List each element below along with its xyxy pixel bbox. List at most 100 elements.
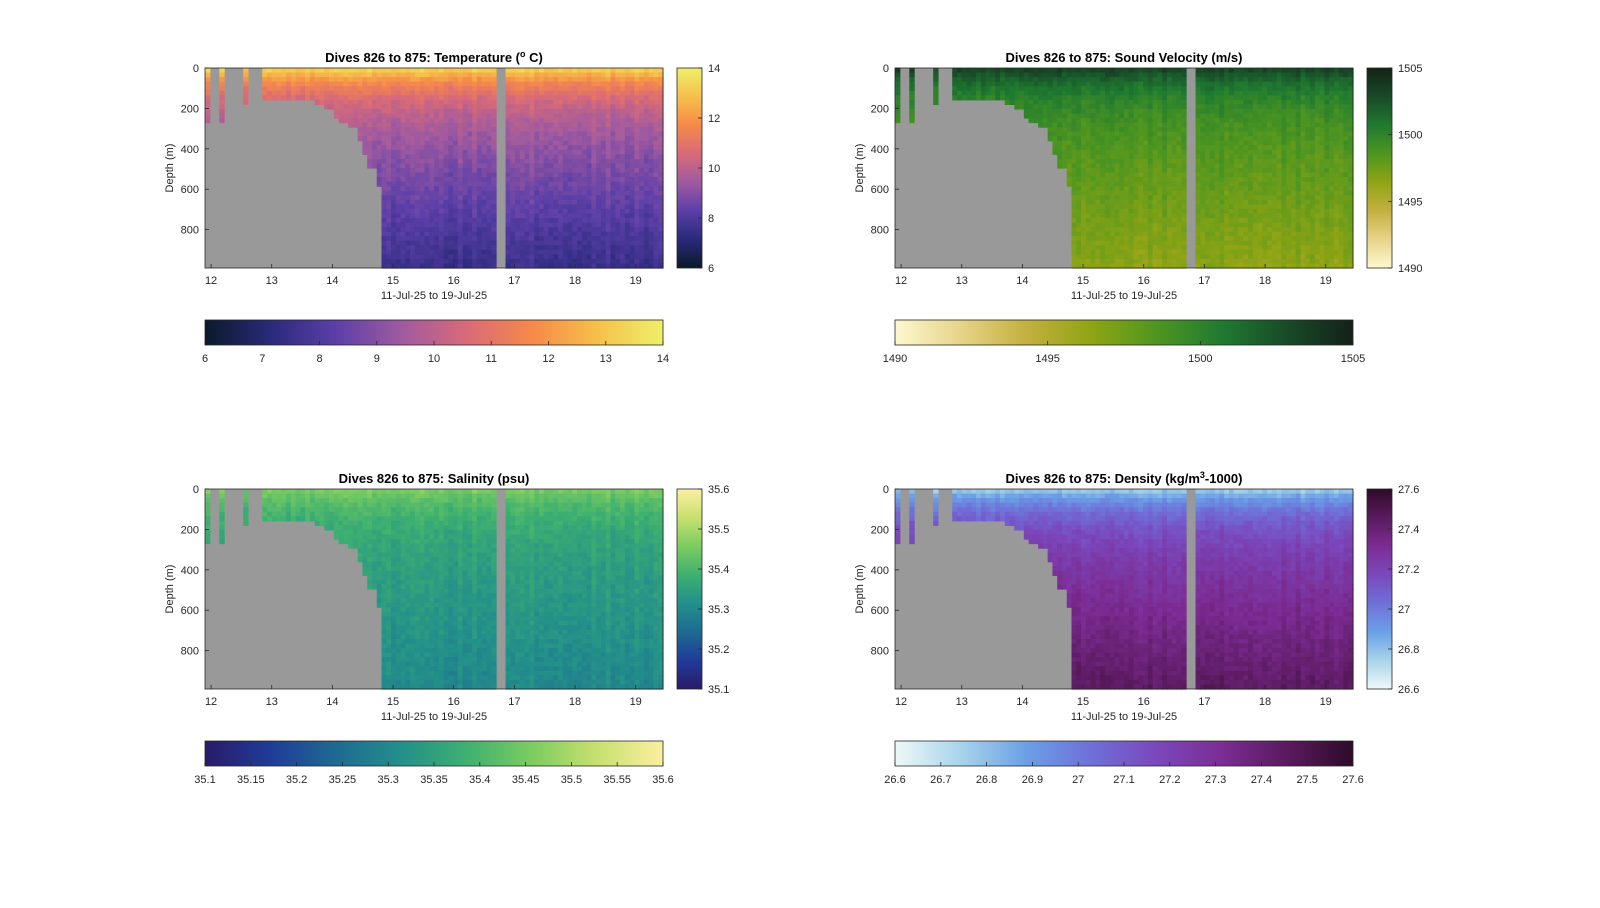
colorbar-tick-label: 14 bbox=[708, 63, 720, 75]
vertical-colorbar bbox=[1366, 67, 1393, 269]
colorbar-tick-label: 35.4 bbox=[708, 564, 729, 576]
colorbar-tick-label: 35.2 bbox=[286, 774, 307, 786]
chart-panel-4: Dives 826 to 875: Density (kg/m3-1000) 0 2… bbox=[854, 470, 1419, 786]
colorbar-tick-label: 1505 bbox=[1341, 353, 1365, 365]
colorbar-tick-label: 35.1 bbox=[194, 774, 215, 786]
colorbar-tick-label: 35.5 bbox=[561, 774, 582, 786]
colorbar-tick-label: 26.9 bbox=[1022, 774, 1043, 786]
colorbar-tick-label: 11 bbox=[486, 353, 497, 365]
x-tick-label: 17 bbox=[508, 696, 520, 708]
chart-panel-2: Dives 826 to 875: Sound Velocity (m/s) 0 2… bbox=[854, 50, 1422, 365]
y-tick-label: 0 bbox=[883, 63, 889, 75]
colorbar-tick-label: 35.3 bbox=[377, 774, 398, 786]
colorbar-tick-label: 27.4 bbox=[1398, 524, 1419, 536]
colorbar-tick-label: 8 bbox=[708, 213, 714, 225]
y-tick-label: 800 bbox=[181, 646, 199, 658]
colorbar-tick-label: 35.5 bbox=[708, 524, 729, 536]
x-tick-label: 15 bbox=[387, 696, 399, 708]
x-tick-label: 13 bbox=[956, 275, 968, 287]
colorbar-tick-label: 35.25 bbox=[329, 774, 357, 786]
colorbar-tick-label: 35.4 bbox=[469, 774, 490, 786]
colorbar-tick-label: 27 bbox=[1072, 774, 1084, 786]
x-tick-label: 15 bbox=[1077, 275, 1089, 287]
chart-title: Dives 826 to 875: Sound Velocity (m/s) bbox=[1006, 50, 1243, 65]
y-tick-label: 600 bbox=[871, 605, 889, 617]
colorbar-tick-label: 35.1 bbox=[708, 684, 729, 696]
colorbar-tick-label: 35.2 bbox=[708, 644, 729, 656]
y-tick-label: 0 bbox=[883, 484, 889, 496]
y-tick-label: 0 bbox=[193, 484, 199, 496]
colorbar-tick-label: 7 bbox=[259, 353, 265, 365]
y-tick-label: 600 bbox=[871, 184, 889, 196]
x-tick-label: 14 bbox=[326, 696, 338, 708]
x-tick-label: 19 bbox=[1320, 275, 1332, 287]
y-axis-label: Depth (m) bbox=[164, 144, 176, 193]
vertical-colorbar bbox=[676, 67, 703, 269]
colorbar-tick-label: 26.7 bbox=[930, 774, 951, 786]
colorbar-tick-label: 27.2 bbox=[1159, 774, 1180, 786]
colorbar-tick-label: 35.6 bbox=[652, 774, 673, 786]
chart-title: Dives 826 to 875: Salinity (psu) bbox=[339, 471, 530, 486]
x-axis-label: 11-Jul-25 to 19-Jul-25 bbox=[381, 711, 487, 723]
horizontal-colorbar bbox=[894, 740, 1354, 767]
colorbar-tick-label: 26.8 bbox=[976, 774, 997, 786]
y-tick-label: 800 bbox=[871, 225, 889, 237]
x-tick-label: 13 bbox=[266, 275, 278, 287]
colorbar-tick-label: 35.15 bbox=[237, 774, 265, 786]
y-axis-label: Depth (m) bbox=[854, 565, 866, 614]
y-tick-label: 400 bbox=[181, 144, 199, 156]
colorbar-tick-label: 35.55 bbox=[603, 774, 631, 786]
x-tick-label: 19 bbox=[630, 696, 642, 708]
y-tick-label: 400 bbox=[871, 144, 889, 156]
axes-frame bbox=[894, 67, 1354, 269]
colorbar-tick-label: 1505 bbox=[1398, 63, 1422, 75]
y-tick-label: 600 bbox=[181, 605, 199, 617]
colorbar-tick-label: 1500 bbox=[1398, 130, 1422, 142]
horizontal-colorbar bbox=[204, 740, 664, 767]
colorbar-tick-label: 1495 bbox=[1035, 353, 1059, 365]
y-tick-label: 0 bbox=[193, 63, 199, 75]
colorbar-tick-label: 6 bbox=[708, 263, 714, 275]
axes-frame bbox=[204, 67, 664, 269]
x-axis-label: 11-Jul-25 to 19-Jul-25 bbox=[381, 290, 487, 302]
colorbar-tick-label: 27.1 bbox=[1113, 774, 1134, 786]
y-tick-label: 400 bbox=[871, 565, 889, 577]
x-axis-label: 11-Jul-25 to 19-Jul-25 bbox=[1071, 290, 1177, 302]
colorbar-tick-label: 1500 bbox=[1188, 353, 1212, 365]
axes-frame bbox=[894, 488, 1354, 690]
colorbar-tick-label: 35.3 bbox=[708, 604, 729, 616]
x-tick-label: 17 bbox=[508, 275, 520, 287]
x-tick-label: 15 bbox=[1077, 696, 1089, 708]
colorbar-tick-label: 1490 bbox=[1398, 263, 1422, 275]
chart-panel-1: Dives 826 to 875: Temperature (o C) 0 200 4… bbox=[164, 49, 720, 365]
colorbar-tick-label: 26.6 bbox=[1398, 684, 1419, 696]
chart-title: Dives 826 to 875: Density (kg/m3-1000) bbox=[1006, 470, 1243, 486]
colorbar-tick-label: 10 bbox=[428, 353, 440, 365]
x-tick-label: 14 bbox=[326, 275, 338, 287]
colorbar-tick-label: 9 bbox=[374, 353, 380, 365]
colorbar-tick-label: 27 bbox=[1398, 604, 1410, 616]
x-tick-label: 19 bbox=[630, 275, 642, 287]
x-tick-label: 18 bbox=[1259, 696, 1271, 708]
y-tick-label: 200 bbox=[871, 103, 889, 115]
y-tick-label: 600 bbox=[181, 184, 199, 196]
chart-title: Dives 826 to 875: Temperature (o C) bbox=[325, 49, 543, 65]
colorbar-tick-label: 27.5 bbox=[1296, 774, 1317, 786]
y-tick-label: 200 bbox=[871, 524, 889, 536]
colorbar-tick-label: 26.6 bbox=[884, 774, 905, 786]
colorbar-tick-label: 27.6 bbox=[1342, 774, 1363, 786]
heatmap-field bbox=[895, 489, 1354, 690]
x-tick-label: 16 bbox=[1138, 696, 1150, 708]
colorbar-tick-label: 35.45 bbox=[512, 774, 540, 786]
vertical-colorbar bbox=[676, 488, 703, 690]
x-tick-label: 18 bbox=[569, 275, 581, 287]
x-tick-label: 14 bbox=[1016, 275, 1028, 287]
colorbar-tick-label: 14 bbox=[657, 353, 669, 365]
x-tick-label: 16 bbox=[448, 275, 460, 287]
x-axis-label: 11-Jul-25 to 19-Jul-25 bbox=[1071, 711, 1177, 723]
heatmap-field bbox=[205, 68, 664, 269]
colorbar-tick-label: 26.8 bbox=[1398, 644, 1419, 656]
x-tick-label: 18 bbox=[569, 696, 581, 708]
y-axis-label: Depth (m) bbox=[164, 565, 176, 614]
x-tick-label: 17 bbox=[1198, 275, 1210, 287]
